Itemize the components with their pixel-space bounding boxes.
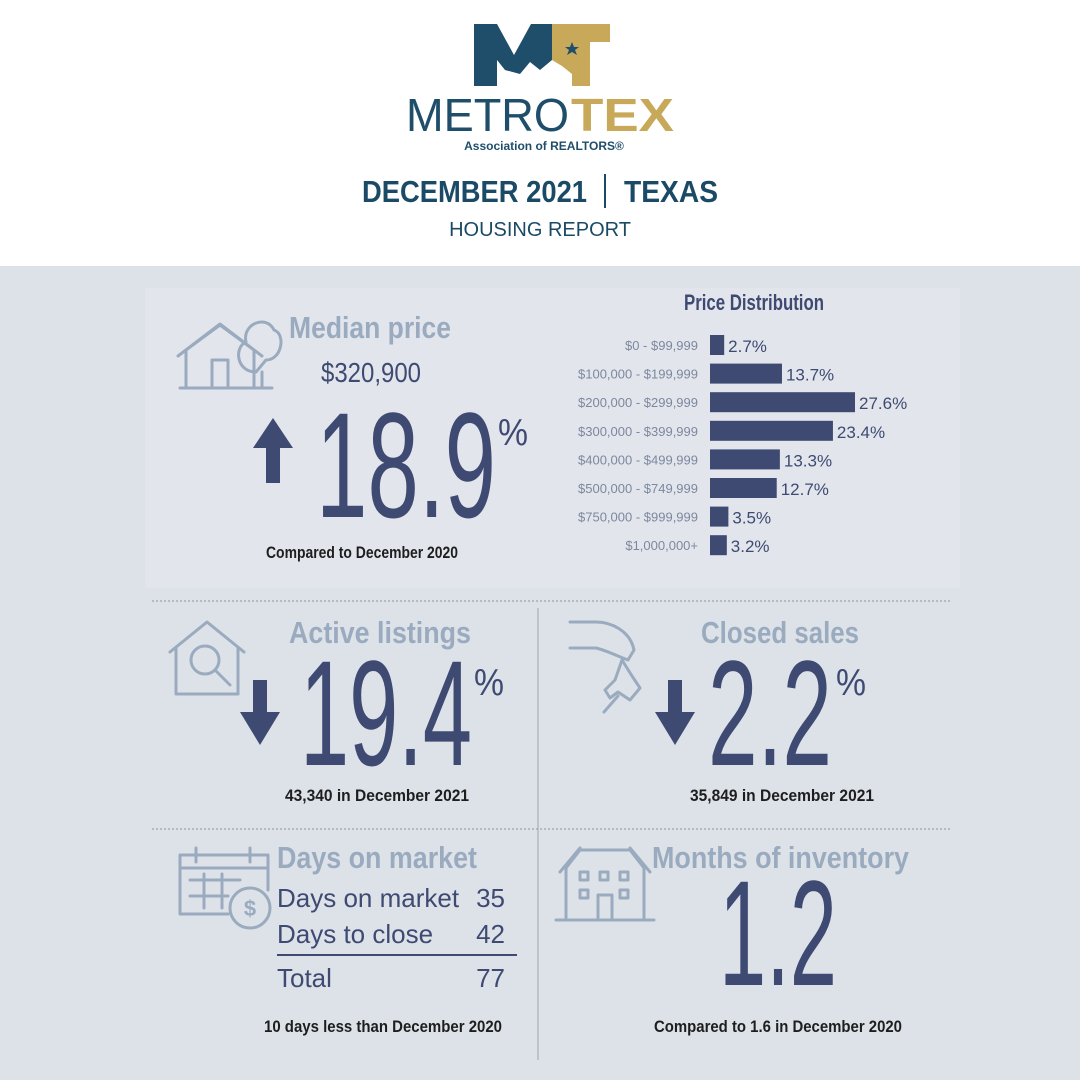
category-label: $300,000 - $399,999 (578, 424, 698, 439)
metric-note: 35,849 in December 2021 (690, 786, 874, 805)
bar (710, 535, 727, 556)
days-table: Days on market 35 Days to close 42 Total 77 (277, 883, 505, 993)
inventory-value: 1.2 (719, 849, 837, 1017)
row-label: Days on market (277, 883, 460, 913)
metric-label: Days on market (277, 840, 477, 875)
down-arrow (240, 680, 280, 745)
bar-chart: $0 - $99,999 2.7% $100,000 - $199,999 13.7%… (578, 335, 907, 556)
change-unit: % (836, 662, 866, 704)
up-arrow (253, 418, 293, 483)
metric-label: Closed sales (701, 615, 859, 650)
median-price: $320,900 (321, 357, 421, 388)
value-label: 3.2% (731, 537, 770, 556)
value-label: 13.3% (784, 451, 832, 470)
bar (710, 335, 725, 355)
keys-icon (568, 620, 642, 714)
value-label: 23.4% (837, 423, 885, 442)
row-value: 35 (476, 883, 505, 913)
value-label: 2.7% (728, 337, 767, 356)
logo-text: METRO (406, 89, 569, 141)
change-unit: % (474, 662, 504, 704)
category-label: $0 - $99,999 (625, 338, 698, 353)
bar (710, 363, 782, 384)
report-subtitle: HOUSING REPORT (449, 219, 631, 241)
value-label: 13.7% (786, 366, 834, 385)
value-label: 3.5% (732, 509, 771, 528)
bar (710, 392, 855, 413)
change-value: 18.9 (316, 381, 496, 549)
metric-label: Median price (289, 310, 451, 345)
category-label: $500,000 - $749,999 (578, 481, 698, 496)
value-label: 12.7% (781, 480, 829, 499)
category-label: $100,000 - $199,999 (578, 367, 698, 382)
metric-label: Months of inventory (652, 840, 910, 875)
metric-note: 43,340 in December 2021 (285, 786, 469, 805)
row-label: Days to close (277, 919, 433, 949)
logo-tagline: Association of REALTORS® (464, 139, 624, 153)
row-label: Total (277, 963, 332, 993)
metric-label: Active listings (289, 615, 471, 650)
category-label: $400,000 - $499,999 (578, 452, 698, 467)
dollar-sign: $ (244, 896, 256, 921)
house-icon (176, 320, 283, 390)
category-label: $200,000 - $299,999 (578, 395, 698, 410)
report-location: TEXAS (624, 174, 718, 209)
change-value: 2.2 (708, 629, 832, 797)
category-label: $750,000 - $999,999 (578, 510, 698, 525)
bar (710, 478, 777, 498)
bar (710, 449, 780, 470)
bar (710, 506, 729, 527)
metric-note: Compared to December 2020 (266, 543, 458, 562)
row-value: 42 (476, 919, 505, 949)
search-house-icon (168, 620, 246, 696)
logo-mark (474, 24, 610, 86)
logo-text: TEX (571, 89, 674, 141)
building-icon (554, 846, 656, 922)
bar (710, 420, 833, 441)
chart-title: Price Distribution (684, 290, 824, 315)
row-value: 77 (476, 963, 505, 993)
metric-note: 10 days less than December 2020 (264, 1017, 502, 1036)
calendar-icon (178, 846, 272, 930)
change-unit: % (498, 412, 528, 454)
change-value: 19.4 (300, 629, 472, 797)
report-title: DECEMBER 2021 (362, 174, 587, 209)
value-label: 27.6% (859, 394, 907, 413)
down-arrow (655, 680, 695, 745)
category-label: $1,000,000+ (625, 538, 698, 553)
metric-note: Compared to 1.6 in December 2020 (654, 1017, 902, 1036)
